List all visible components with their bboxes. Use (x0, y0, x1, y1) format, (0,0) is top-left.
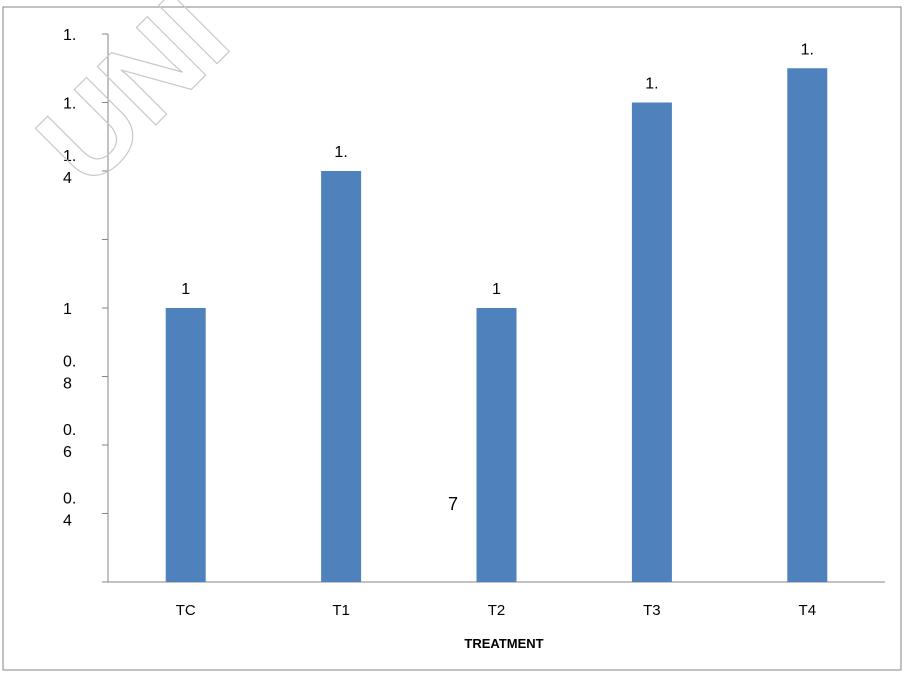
bar-tc (165, 308, 206, 582)
data-label: 1. (645, 76, 658, 93)
x-tick-label: T2 (488, 602, 506, 619)
data-label: 1. (334, 144, 347, 161)
y-tick-label: 1. (63, 148, 76, 165)
y-tick-label: 1. (63, 27, 76, 44)
data-label: 1 (492, 281, 501, 298)
y-tick-label: 6 (63, 444, 72, 461)
bar-t4 (787, 68, 828, 582)
plot-area: 1. 1. 1. 4 1 0. 8 0. 6 0. 4 1 TC 1. T1 1 T2 1. T3 1. T4 (63, 27, 885, 619)
y-tick-label: 4 (63, 170, 72, 187)
x-tick-label: T1 (332, 602, 350, 619)
x-axis-title: TREATMENT (464, 636, 543, 651)
y-tick-label: 1. (63, 96, 76, 113)
chart-border (2, 6, 902, 671)
y-tick-label: 0. (63, 354, 76, 371)
x-tick-label: T3 (643, 602, 661, 619)
data-label: 1. (801, 41, 814, 58)
y-tick-label: 1 (63, 301, 72, 318)
y-tick-label: 0. (63, 491, 76, 508)
bar-t2 (476, 308, 517, 582)
annotation-text: 7 (448, 494, 458, 514)
x-tick-label: TC (176, 602, 196, 619)
y-tick-label: 8 (63, 376, 72, 393)
bar-t1 (321, 171, 362, 582)
y-tick-label: 0. (63, 422, 76, 439)
data-label: 1 (181, 281, 190, 298)
bar-t3 (631, 102, 672, 582)
x-tick-label: T4 (799, 602, 817, 619)
y-tick-label: 4 (63, 513, 72, 530)
